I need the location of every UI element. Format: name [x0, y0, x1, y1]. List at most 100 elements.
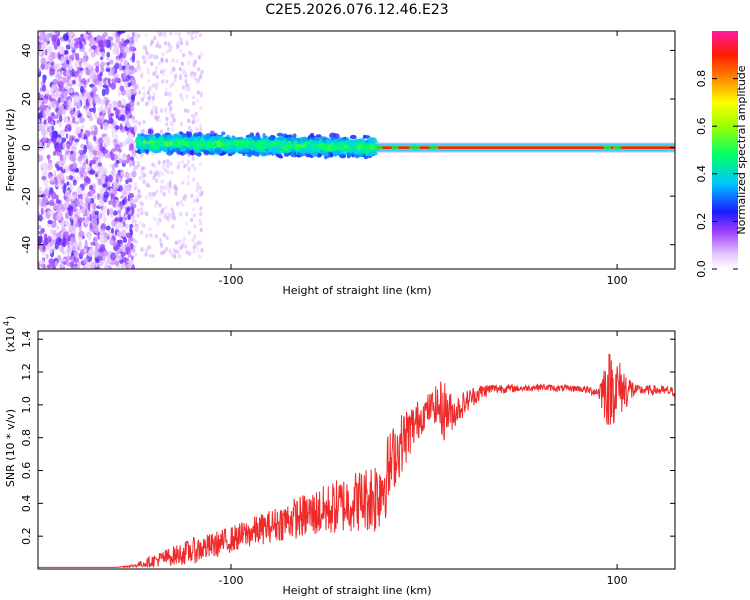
- band-cell: [157, 149, 162, 154]
- band-cell: [164, 141, 170, 147]
- noise-cell: [87, 78, 90, 83]
- y-tick-label: 0.6: [20, 462, 33, 480]
- noise-cell: [156, 222, 160, 227]
- band-cell: [172, 140, 178, 145]
- band-cell: [258, 145, 264, 149]
- noise-cell: [77, 261, 81, 269]
- band-cell: [244, 139, 250, 146]
- band-cell: [174, 133, 182, 138]
- noise-cell: [69, 59, 72, 67]
- noise-cell: [124, 223, 129, 230]
- noise-cell: [122, 160, 129, 164]
- noise-cell: [192, 63, 196, 68]
- noise-cell: [179, 75, 183, 80]
- noise-cell: [162, 159, 166, 164]
- noise-cell: [159, 251, 164, 256]
- noise-cell: [96, 217, 100, 225]
- noise-cell: [144, 33, 148, 38]
- noise-cell: [184, 79, 188, 84]
- noise-cell: [54, 260, 59, 267]
- noise-cell: [40, 207, 44, 216]
- snr-x-label: Height of straight line (km): [282, 584, 431, 597]
- noise-cell: [75, 111, 79, 116]
- noise-cell: [158, 238, 163, 243]
- noise-cell: [137, 189, 141, 194]
- noise-cell: [87, 31, 94, 34]
- noise-cell: [200, 51, 204, 57]
- noise-cell: [199, 227, 203, 233]
- noise-cell: [144, 55, 148, 61]
- noise-cell: [199, 211, 203, 217]
- tone-blob: [391, 144, 399, 151]
- snr-series-line: [38, 353, 675, 569]
- noise-cell: [73, 266, 79, 269]
- noise-cell: [98, 137, 104, 145]
- noise-cell: [65, 189, 71, 197]
- noise-cell: [133, 252, 138, 257]
- noise-cell: [170, 208, 174, 213]
- band-cell: [251, 135, 259, 141]
- noise-cell: [100, 169, 104, 175]
- noise-cell: [107, 77, 111, 85]
- noise-cell: [120, 195, 125, 199]
- noise-cell: [121, 141, 127, 146]
- band-cell: [304, 140, 312, 145]
- y-tick-label: 0: [20, 144, 33, 151]
- noise-cell: [192, 114, 196, 119]
- noise-cell: [165, 79, 169, 84]
- noise-cell: [66, 181, 70, 186]
- band-cell: [144, 144, 151, 148]
- noise-cell: [138, 194, 142, 199]
- noise-cell: [193, 224, 197, 229]
- noise-cell: [178, 239, 182, 244]
- noise-cell: [121, 38, 125, 43]
- noise-cell: [140, 153, 144, 158]
- noise-cell: [92, 202, 97, 211]
- noise-cell: [151, 191, 155, 197]
- noise-cell: [106, 208, 110, 216]
- noise-cell: [69, 134, 72, 143]
- band-cell: [252, 145, 257, 149]
- noise-cell: [112, 121, 116, 129]
- band-cell: [231, 145, 237, 152]
- noise-cell: [38, 119, 41, 124]
- y-tick-label: 1.2: [20, 363, 33, 381]
- noise-cell: [48, 258, 55, 265]
- noise-cell: [110, 187, 113, 193]
- noise-cell: [171, 224, 175, 229]
- noise-cell: [68, 209, 73, 217]
- noise-cell: [98, 116, 102, 120]
- noise-cell: [185, 221, 189, 226]
- noise-cell: [54, 90, 60, 98]
- noise-cell: [135, 226, 140, 231]
- noise-cell: [162, 71, 166, 77]
- noise-cell: [121, 65, 126, 71]
- band-cell: [197, 131, 202, 136]
- noise-cell: [89, 71, 95, 80]
- band-cell: [238, 136, 244, 140]
- band-cell: [190, 141, 198, 147]
- band-cell: [149, 142, 155, 146]
- noise-cell: [131, 94, 135, 103]
- noise-cell: [160, 185, 164, 190]
- noise-cell: [90, 261, 96, 269]
- noise-cell: [70, 239, 74, 247]
- noise-cell: [71, 162, 78, 170]
- noise-cell: [141, 71, 145, 76]
- noise-cell: [38, 230, 43, 235]
- band-cell: [346, 151, 354, 157]
- band-cell: [317, 142, 325, 148]
- noise-cell: [39, 259, 45, 265]
- noise-cell: [150, 61, 154, 66]
- noise-cell: [133, 33, 137, 39]
- noise-cell: [88, 95, 91, 102]
- figure-title: C2E5.2026.076.12.46.E23: [265, 2, 448, 18]
- band-cell: [207, 143, 215, 149]
- noise-cell: [191, 238, 195, 243]
- noise-cell: [153, 216, 157, 222]
- noise-cell: [107, 174, 114, 183]
- noise-cell: [120, 171, 124, 177]
- noise-cell: [124, 81, 129, 89]
- noise-cell: [160, 209, 164, 214]
